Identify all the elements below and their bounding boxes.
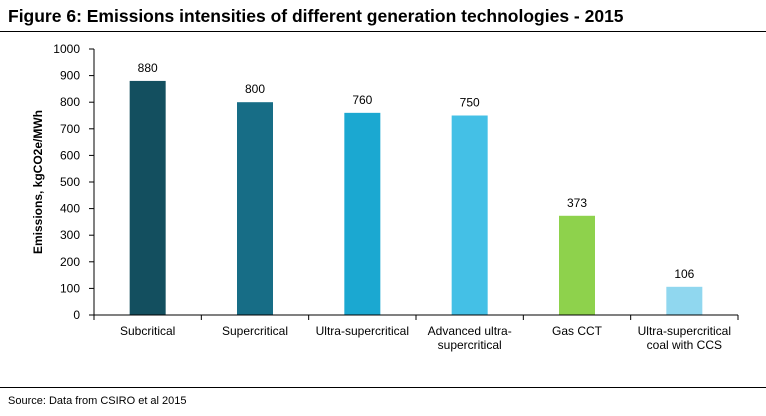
- y-tick-label: 0: [73, 308, 80, 322]
- y-tick-label: 600: [60, 148, 80, 162]
- y-tick-label: 400: [60, 202, 80, 216]
- y-tick-label: 500: [60, 175, 80, 189]
- source-divider: [0, 387, 766, 388]
- y-tick-label: 200: [60, 255, 80, 269]
- bar-value-label: 760: [352, 93, 372, 107]
- x-category-label: Supercritical: [222, 324, 288, 338]
- bar: [666, 286, 703, 315]
- bar-value-label: 880: [138, 61, 158, 75]
- x-category-label: Gas CCT: [552, 324, 603, 338]
- x-category-label: coal with CCS: [647, 338, 722, 352]
- y-tick-label: 700: [60, 122, 80, 136]
- bars: 880 800 760 750 373 106: [129, 61, 703, 315]
- source-note: Source: Data from CSIRO et al 2015: [8, 395, 187, 407]
- y-axis-title-group: Emissions, kgCO2e/MWh: [31, 110, 45, 254]
- figure-title: Figure 6: Emissions intensities of diffe…: [8, 6, 624, 26]
- bar-value-label: 750: [460, 96, 480, 110]
- x-axis: Subcritical Supercritical Ultra-supercriti…: [93, 314, 739, 352]
- emissions-bar-chart: Emissions, kgCO2e/MWh 0 100 200 300 400 500 60…: [31, 42, 739, 352]
- y-tick-label: 300: [60, 228, 80, 242]
- bar: [451, 115, 488, 315]
- y-tick-label: 800: [60, 95, 80, 109]
- bar: [559, 215, 595, 315]
- x-category-label: supercritical: [438, 338, 502, 352]
- y-tick-label: 100: [60, 281, 80, 295]
- bar-value-label: 800: [245, 82, 265, 96]
- bar: [129, 80, 166, 315]
- bar-value-label: 106: [674, 267, 694, 281]
- y-axis-title: Emissions, kgCO2e/MWh: [31, 110, 45, 254]
- x-category-label: Ultra-supercritical: [638, 324, 731, 338]
- bar: [237, 102, 273, 315]
- x-category-label: Subcritical: [120, 324, 175, 338]
- y-axis: 0 100 200 300 400 500 600 700 800 900 1000: [53, 42, 95, 322]
- y-tick-label: 900: [60, 69, 80, 83]
- x-category-label: Ultra-supercritical: [316, 324, 409, 338]
- x-category-label: Advanced ultra-: [428, 324, 512, 338]
- title-divider: [0, 31, 766, 32]
- bar-value-label: 373: [567, 196, 587, 210]
- bar: [344, 112, 381, 315]
- y-tick-label: 1000: [53, 42, 80, 56]
